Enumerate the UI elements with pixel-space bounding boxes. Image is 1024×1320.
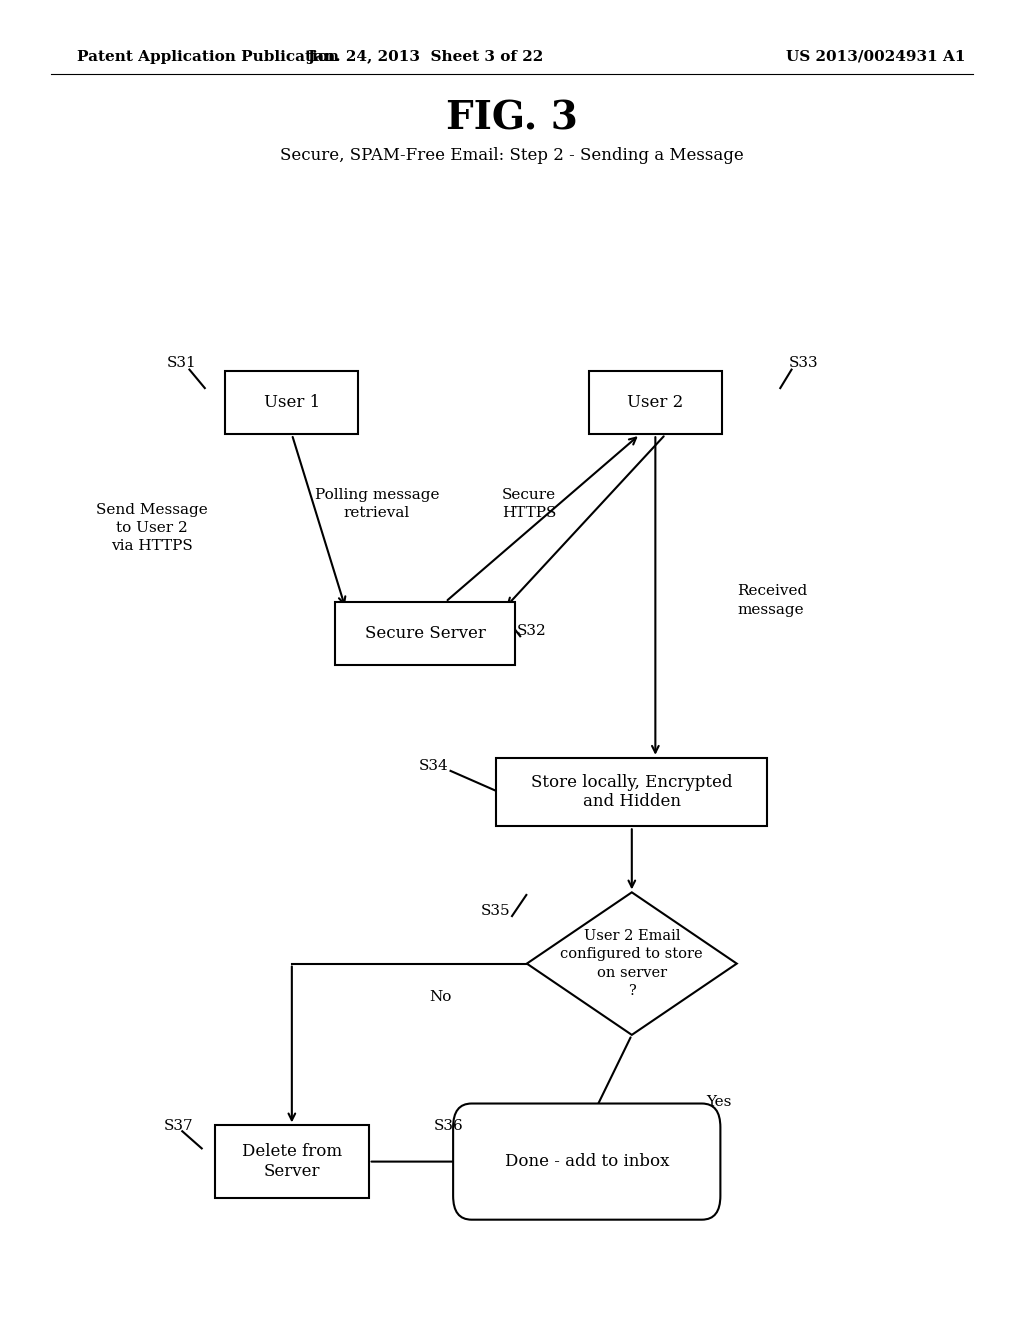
Text: Secure
HTTPS: Secure HTTPS bbox=[502, 488, 556, 520]
FancyBboxPatch shape bbox=[496, 758, 768, 826]
Polygon shape bbox=[526, 892, 737, 1035]
Text: FIG. 3: FIG. 3 bbox=[446, 100, 578, 137]
Text: Delete from
Server: Delete from Server bbox=[242, 1143, 342, 1180]
Text: Secure, SPAM-Free Email: Step 2 - Sending a Message: Secure, SPAM-Free Email: Step 2 - Sendin… bbox=[281, 148, 743, 164]
FancyBboxPatch shape bbox=[225, 371, 358, 434]
Text: US 2013/0024931 A1: US 2013/0024931 A1 bbox=[785, 50, 966, 63]
FancyBboxPatch shape bbox=[336, 602, 514, 665]
Text: S34: S34 bbox=[419, 759, 449, 772]
Text: S37: S37 bbox=[164, 1119, 194, 1133]
Text: S35: S35 bbox=[480, 904, 510, 917]
Text: S36: S36 bbox=[434, 1119, 464, 1133]
Text: Yes: Yes bbox=[707, 1096, 732, 1109]
Text: Polling message
retrieval: Polling message retrieval bbox=[314, 488, 439, 520]
Text: User 2 Email
configured to store
on server
?: User 2 Email configured to store on serv… bbox=[560, 929, 703, 998]
Text: S33: S33 bbox=[788, 356, 818, 370]
Text: S32: S32 bbox=[517, 624, 547, 638]
Text: Send Message
to User 2
via HTTPS: Send Message to User 2 via HTTPS bbox=[95, 503, 208, 553]
Text: Store locally, Encrypted
and Hidden: Store locally, Encrypted and Hidden bbox=[531, 774, 732, 810]
Text: Received
message: Received message bbox=[737, 585, 808, 616]
Text: Secure Server: Secure Server bbox=[365, 626, 485, 642]
Text: User 2: User 2 bbox=[628, 395, 683, 411]
Text: No: No bbox=[429, 990, 452, 1003]
Text: User 1: User 1 bbox=[264, 395, 319, 411]
Text: Jan. 24, 2013  Sheet 3 of 22: Jan. 24, 2013 Sheet 3 of 22 bbox=[307, 50, 543, 63]
FancyBboxPatch shape bbox=[215, 1125, 369, 1199]
FancyBboxPatch shape bbox=[453, 1104, 721, 1220]
FancyBboxPatch shape bbox=[589, 371, 722, 434]
Text: Patent Application Publication: Patent Application Publication bbox=[77, 50, 339, 63]
Text: S31: S31 bbox=[167, 356, 197, 370]
Text: Done - add to inbox: Done - add to inbox bbox=[505, 1154, 669, 1170]
